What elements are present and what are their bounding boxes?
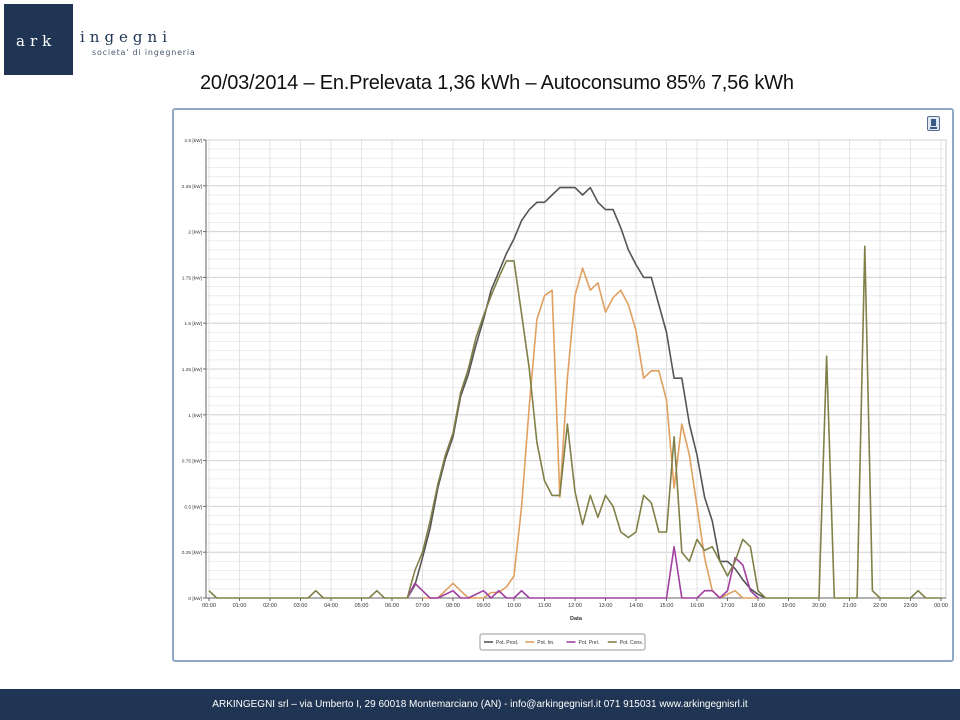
x-tick-label: 01:00 <box>233 603 247 609</box>
legend-label: Pot. Prod. <box>496 640 518 646</box>
x-tick-label: 07:00 <box>416 603 430 609</box>
x-tick-label: 19:00 <box>782 603 796 609</box>
y-tick-label: 1.5 [kW] <box>184 321 202 327</box>
series-line <box>406 545 759 599</box>
logo-ark-text: ark <box>16 32 57 50</box>
footer-contact-text: ARKINGEGNI srl – via Umberto I, 29 60018… <box>212 699 748 710</box>
y-tick-label: 1.75 [kW] <box>182 275 202 281</box>
x-tick-label: 18:00 <box>751 603 765 609</box>
logo-subtitle: societa' di ingegneria <box>92 48 196 57</box>
x-tick-label: 12:00 <box>568 603 582 609</box>
x-tick-label: 21:00 <box>843 603 857 609</box>
x-tick-label: 16:00 <box>690 603 704 609</box>
x-tick-label: 00:00 <box>934 603 948 609</box>
legend-label: Pot. Im. <box>537 640 554 646</box>
x-tick-label: 23:00 <box>904 603 918 609</box>
x-tick-label: 13:00 <box>599 603 613 609</box>
y-tick-label: 2.5 [kW] <box>184 138 202 144</box>
x-axis-label: Data <box>570 616 583 622</box>
x-tick-label: 04:00 <box>324 603 338 609</box>
y-tick-label: 0.5 [kW] <box>184 504 202 510</box>
x-tick-label: 11:00 <box>538 603 551 609</box>
y-tick-label: 1.25 [kW] <box>182 367 202 373</box>
x-tick-label: 14:00 <box>629 603 643 609</box>
x-tick-label: 08:00 <box>446 603 460 609</box>
y-tick-label: 0 [kW] <box>188 596 202 602</box>
legend-label: Pot. Prel. <box>579 640 600 646</box>
y-tick-label: 2 [kW] <box>188 230 202 236</box>
legend-label: Pot. Cons. <box>620 640 643 646</box>
y-tick-label: 2.25 [kW] <box>182 184 202 190</box>
series-line <box>406 186 766 599</box>
x-tick-label: 17:00 <box>721 603 735 609</box>
x-tick-label: 05:00 <box>355 603 369 609</box>
x-tick-label: 06:00 <box>385 603 399 609</box>
legend-box <box>479 633 646 651</box>
footer-bar: ARKINGEGNI srl – via Umberto I, 29 60018… <box>0 689 960 720</box>
y-tick-label: 0.75 [kW] <box>182 459 202 465</box>
x-tick-label: 00:00 <box>202 603 216 609</box>
x-tick-label: 03:00 <box>294 603 308 609</box>
export-icon[interactable] <box>927 116 940 131</box>
y-tick-label: 1 [kW] <box>188 413 202 419</box>
x-tick-label: 10:00 <box>507 603 521 609</box>
x-tick-label: 09:00 <box>477 603 491 609</box>
slide-title: 20/03/2014 – En.Prelevata 1,36 kWh – Aut… <box>200 72 794 94</box>
y-tick-label: 0.25 [kW] <box>182 550 202 556</box>
series-line <box>208 245 941 599</box>
x-tick-label: 15:00 <box>660 603 674 609</box>
logo-box: ark <box>4 4 73 75</box>
x-tick-label: 20:00 <box>812 603 826 609</box>
x-tick-label: 02:00 <box>263 603 277 609</box>
x-tick-label: 22:00 <box>873 603 887 609</box>
logo-ingegni-text: ingegni <box>80 28 172 46</box>
